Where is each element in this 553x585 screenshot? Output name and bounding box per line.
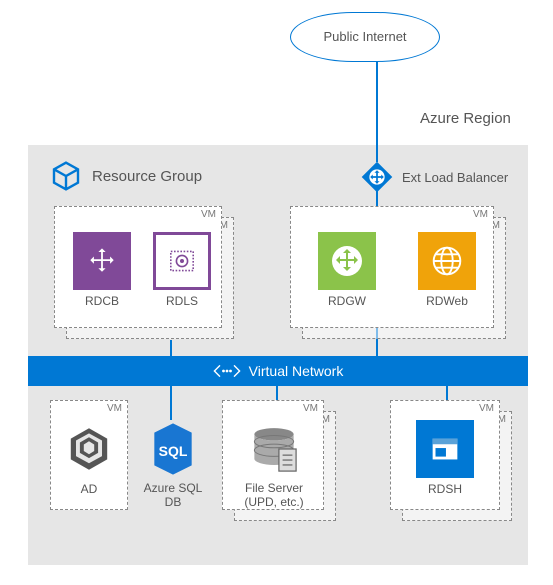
- service-rdgw: RDGW: [306, 232, 388, 308]
- cloud-label: Public Internet: [323, 29, 406, 44]
- rdcb-icon: [73, 232, 131, 290]
- service-rdcb: RDCB: [66, 232, 138, 308]
- ad-icon: [60, 420, 118, 478]
- file-icon: [245, 420, 303, 478]
- rdls-label: RDLS: [146, 294, 218, 308]
- vm-label: VM: [303, 403, 318, 414]
- file-label: File Server (UPD, etc.): [232, 482, 316, 510]
- rdsh-icon: [416, 420, 474, 478]
- load-balancer-label: Ext Load Balancer: [402, 170, 508, 185]
- rdcb-label: RDCB: [66, 294, 138, 308]
- resource-group-label: Resource Group: [92, 168, 202, 185]
- service-sql: SQL Azure SQL DB: [138, 420, 208, 510]
- rdsh-label: RDSH: [416, 482, 474, 496]
- rdls-icon: [153, 232, 211, 290]
- sql-icon: SQL: [144, 420, 202, 478]
- vnet-icon: [213, 361, 241, 381]
- rdweb-icon: [418, 232, 476, 290]
- service-file: File Server (UPD, etc.): [232, 420, 316, 510]
- vnet-label: Virtual Network: [249, 363, 344, 379]
- region-label: Azure Region: [420, 110, 511, 127]
- service-ad: AD: [60, 420, 118, 496]
- load-balancer-icon: [360, 160, 394, 194]
- rdgw-icon: [318, 232, 376, 290]
- service-rdweb: RDWeb: [406, 232, 488, 308]
- sql-label: Azure SQL DB: [138, 482, 208, 510]
- rdgw-label: RDGW: [306, 294, 388, 308]
- resource-group-header: Resource Group: [50, 160, 202, 192]
- line-sql-vnet: [170, 384, 172, 420]
- vm-label: VM: [473, 209, 488, 220]
- ad-label: AD: [60, 482, 118, 496]
- vm-label: VM: [479, 403, 494, 414]
- load-balancer: Ext Load Balancer: [360, 160, 508, 194]
- line-cloud-lb: [376, 62, 378, 162]
- service-rdsh: RDSH: [416, 420, 474, 496]
- vm-label: VM: [107, 403, 122, 414]
- rdweb-label: RDWeb: [406, 294, 488, 308]
- public-internet-cloud: Public Internet: [290, 12, 440, 62]
- cube-icon: [50, 160, 82, 192]
- service-rdls: RDLS: [146, 232, 218, 308]
- vm-label: VM: [201, 209, 216, 220]
- svg-text:SQL: SQL: [159, 443, 188, 459]
- virtual-network-bar: Virtual Network: [28, 356, 528, 386]
